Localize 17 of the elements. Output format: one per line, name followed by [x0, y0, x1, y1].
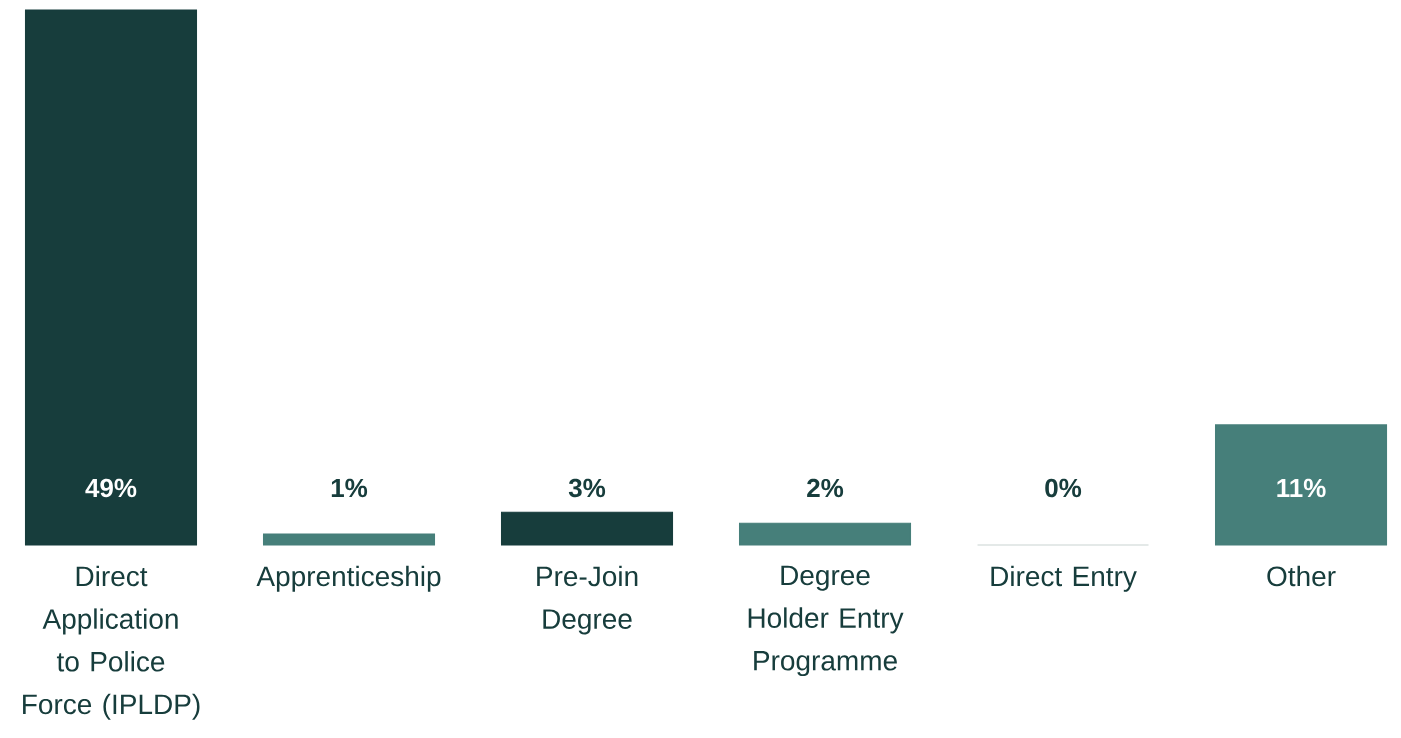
bar [24, 9, 198, 546]
data-label: 49% [85, 478, 137, 498]
bar [262, 533, 436, 546]
x-tick-label: Other [1267, 565, 1336, 587]
data-label: 11% [1277, 478, 1326, 498]
data-label: 1% [331, 478, 368, 498]
x-tick-label: Apprenticeship [256, 565, 441, 592]
x-tick-label: Direct Application to Police Force (IPLDP) [23, 565, 200, 720]
data-label: 3% [568, 478, 606, 498]
bar [738, 522, 912, 546]
data-label: 0% [1045, 478, 1082, 498]
x-tick-label: Degree Holder Entry Programme [748, 565, 904, 677]
x-tick-label: Pre-Join Degree [537, 565, 638, 635]
x-tick-label: Direct Entry [991, 565, 1137, 592]
bar [500, 511, 674, 546]
data-label: 2% [807, 478, 844, 498]
bar [1214, 424, 1388, 546]
